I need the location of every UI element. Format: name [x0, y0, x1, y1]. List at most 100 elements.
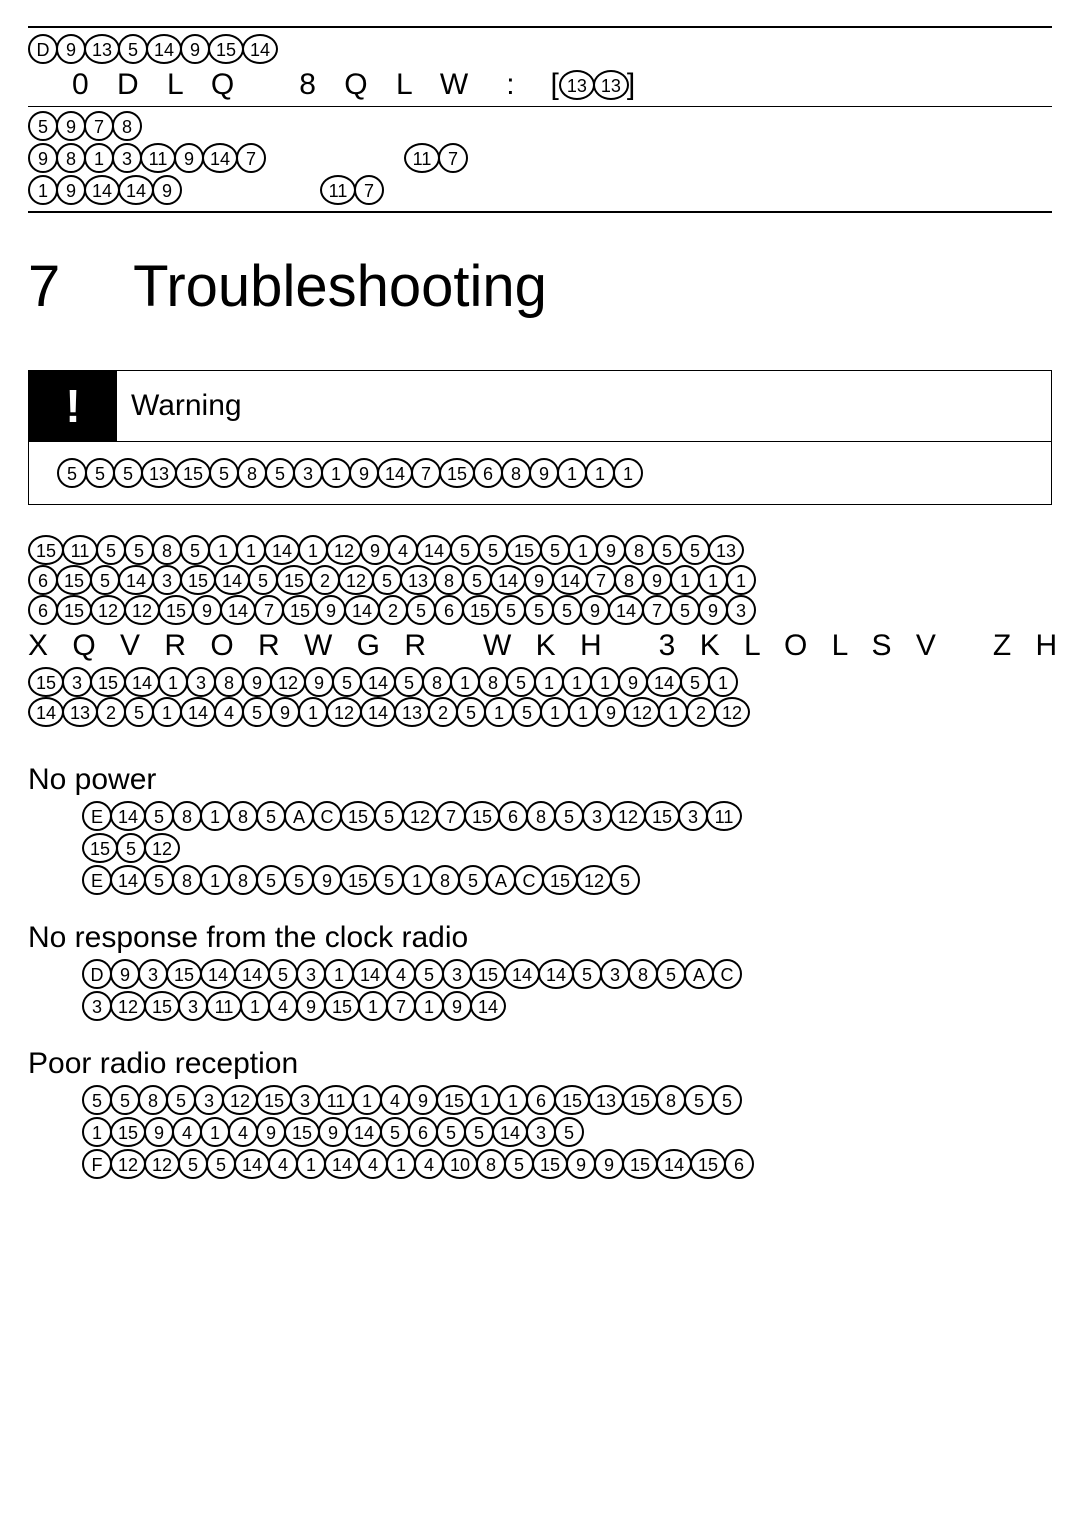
circle-glyph: 5 [248, 565, 278, 595]
circle-glyph: 14 [360, 697, 396, 727]
circle-glyph: 1 [352, 1085, 382, 1115]
circle-glyph: 5 [256, 865, 286, 895]
circle-glyph: 12 [624, 697, 660, 727]
circle-glyph: 6 [28, 595, 58, 625]
paragraph-row: 153151413891295145818511191451 [28, 667, 1052, 697]
circle-glyph: 9 [580, 595, 610, 625]
circle-glyph: 6 [526, 1085, 556, 1115]
circle-glyph: 8 [152, 535, 182, 565]
circle-glyph: 5 [144, 865, 174, 895]
item-row: E145818559155185AC15125 [82, 865, 1052, 895]
circle-glyph: 1 [402, 865, 432, 895]
item-heading: No power [28, 763, 1052, 797]
circle-glyph: 3 [138, 959, 168, 989]
circle-glyph: 9 [174, 143, 204, 173]
circle-glyph: 9 [192, 595, 222, 625]
circle-glyph: 12 [610, 801, 646, 831]
circle-glyph: 13 [62, 697, 98, 727]
circle-glyph: 1 [386, 1149, 416, 1179]
circle-glyph: 1 [236, 535, 266, 565]
circle-glyph: 5 [110, 1085, 140, 1115]
circle-glyph: 15 [324, 991, 360, 1021]
circle-glyph: 12 [338, 565, 374, 595]
circle-glyph: 9 [312, 865, 342, 895]
circle-glyph: 15 [436, 1085, 472, 1115]
circle-glyph: 1 [200, 801, 230, 831]
circle-glyph: 5 [456, 697, 486, 727]
circle-glyph: 5 [374, 865, 404, 895]
circle-glyph: 2 [96, 697, 126, 727]
circle-glyph: A [284, 801, 314, 831]
circle-glyph: 1 [28, 175, 58, 205]
text-sep: : [506, 68, 522, 102]
circle-glyph: 5 [406, 595, 436, 625]
circle-glyph: 1 [568, 535, 598, 565]
circle-glyph: 1 [82, 1117, 112, 1147]
circle-glyph: 15 [110, 1117, 146, 1147]
circle-glyph: 15 [276, 565, 312, 595]
circle-glyph: 1 [557, 458, 587, 488]
circle-glyph: 12 [222, 1085, 258, 1115]
circle-glyph: 14 [360, 667, 396, 697]
circle-glyph: 8 [237, 458, 267, 488]
circle-glyph: 3 [62, 667, 92, 697]
circle-glyph: 11 [318, 1085, 354, 1115]
circle-glyph: 3 [600, 959, 630, 989]
circle-glyph: 8 [430, 865, 460, 895]
circle-glyph: 1 [200, 865, 230, 895]
circle-glyph: 12 [326, 697, 362, 727]
circle-glyph: 5 [118, 34, 148, 64]
circle-glyph: 10 [442, 1149, 478, 1179]
circle-glyph: 14 [490, 565, 526, 595]
item-heading: Poor radio reception [28, 1047, 1052, 1081]
circle-glyph: 14 [110, 801, 146, 831]
circle-glyph: 8 [172, 801, 202, 831]
circle-glyph: 13 [141, 458, 177, 488]
circle-glyph: 14 [28, 697, 64, 727]
circle-glyph: 14 [646, 667, 682, 697]
circle-glyph: A [486, 865, 516, 895]
circle-glyph: 5 [540, 535, 570, 565]
circle-glyph: E [82, 865, 112, 895]
circle-glyph: 15 [644, 801, 680, 831]
circle-glyph: 9 [56, 175, 86, 205]
circle-glyph: 5 [372, 565, 402, 595]
circle-glyph: 15 [166, 959, 202, 989]
circle-glyph: 12 [326, 535, 362, 565]
circle-glyph: 15 [144, 991, 180, 1021]
circle-glyph: 8 [228, 801, 258, 831]
circle-glyph: 7 [84, 111, 114, 141]
item-row: 115941491591456551435 [82, 1117, 1052, 1147]
circle-glyph: 9 [360, 535, 390, 565]
warning-label: Warning [131, 389, 242, 423]
circle-glyph: D [28, 34, 58, 64]
circle-glyph: 9 [524, 565, 554, 595]
table-text-row: 0 D L Q 8 Q L W : [ 1313 ] [28, 68, 1052, 102]
circle-glyph: 1 [152, 697, 182, 727]
circle-glyph: 1 [84, 143, 114, 173]
circle-glyph: 5 [206, 1149, 236, 1179]
circle-glyph: 2 [310, 565, 340, 595]
circle-glyph: 1 [484, 697, 514, 727]
circle-glyph: 8 [628, 959, 658, 989]
item-row: F121255144114414108515991514156 [82, 1149, 1052, 1179]
circle-glyph: 14 [146, 34, 182, 64]
circle-glyph: 14 [264, 535, 300, 565]
circle-glyph: 1 [670, 565, 700, 595]
circle-glyph: 3 [526, 1117, 556, 1147]
circle-glyph: 1 [208, 535, 238, 565]
circle-glyph: 1 [562, 667, 592, 697]
circle-glyph: 12 [110, 1149, 146, 1179]
circle-glyph: 1 [590, 667, 620, 697]
circle-glyph: 5 [265, 458, 295, 488]
circle-glyph: 4 [358, 1149, 388, 1179]
circle-glyph: 1 [568, 697, 598, 727]
circle-glyph: 1 [158, 667, 188, 697]
circle-glyph: 14 [180, 697, 216, 727]
circle-glyph: 14 [470, 991, 506, 1021]
circle-glyph: 1 [298, 697, 328, 727]
circle-glyph: C [514, 865, 544, 895]
circle-glyph: 1 [358, 991, 388, 1021]
circle-glyph: 11 [62, 535, 98, 565]
circle-glyph: 3 [726, 595, 756, 625]
